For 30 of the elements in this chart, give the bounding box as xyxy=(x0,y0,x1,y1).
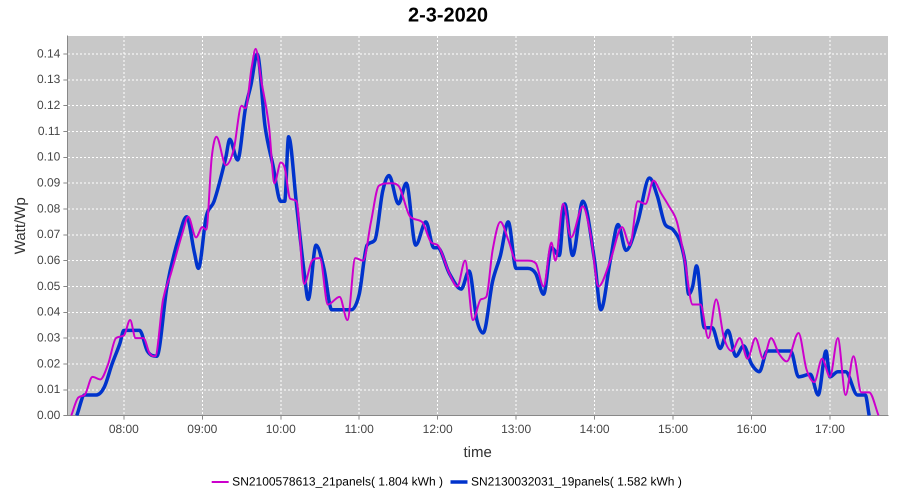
x-tick-label: 09:00 xyxy=(187,422,218,436)
y-tick-label: 0.06 xyxy=(36,252,61,267)
y-tick-label: 0.14 xyxy=(36,46,61,60)
x-tick-label: 15:00 xyxy=(658,422,688,436)
y-tick-label: 0.13 xyxy=(36,72,61,86)
y-tick-label: 0.00 xyxy=(36,408,61,422)
x-tick-label: 08:00 xyxy=(108,422,140,436)
y-tick-label: 0.11 xyxy=(38,124,61,138)
x-tick-label: 13:00 xyxy=(501,422,532,436)
x-tick-label: 17:00 xyxy=(814,422,846,436)
y-tick-label: 0.08 xyxy=(36,201,61,216)
y-tick-label: 0.03 xyxy=(36,330,61,344)
y-tick-label: 0.12 xyxy=(36,98,61,112)
y-tick-label: 0.05 xyxy=(36,278,61,293)
legend-label: SN2130032031_19panels( 1.582 kWh ) xyxy=(471,474,682,488)
y-tick-label: 0.10 xyxy=(36,150,61,164)
y-tick-label: 0.09 xyxy=(36,176,61,190)
chart-title: 2-3-2020 xyxy=(408,4,488,27)
x-axis-title: time xyxy=(464,444,492,462)
x-tick-label: 14:00 xyxy=(580,422,610,436)
y-tick-label: 0.02 xyxy=(36,356,61,370)
y-tick-label: 0.07 xyxy=(36,227,61,242)
x-tick-label: 11:00 xyxy=(344,422,374,436)
y-axis-title: Watt/Wp xyxy=(12,197,30,254)
legend-label: SN2100578613_21panels( 1.804 kWh ) xyxy=(232,474,444,488)
y-tick-label: 0.01 xyxy=(36,382,61,396)
x-tick-label: 10:00 xyxy=(266,422,296,436)
x-tick-label: 16:00 xyxy=(736,422,767,436)
x-tick-label: 12:00 xyxy=(422,422,454,436)
y-tick-label: 0.04 xyxy=(36,304,61,319)
